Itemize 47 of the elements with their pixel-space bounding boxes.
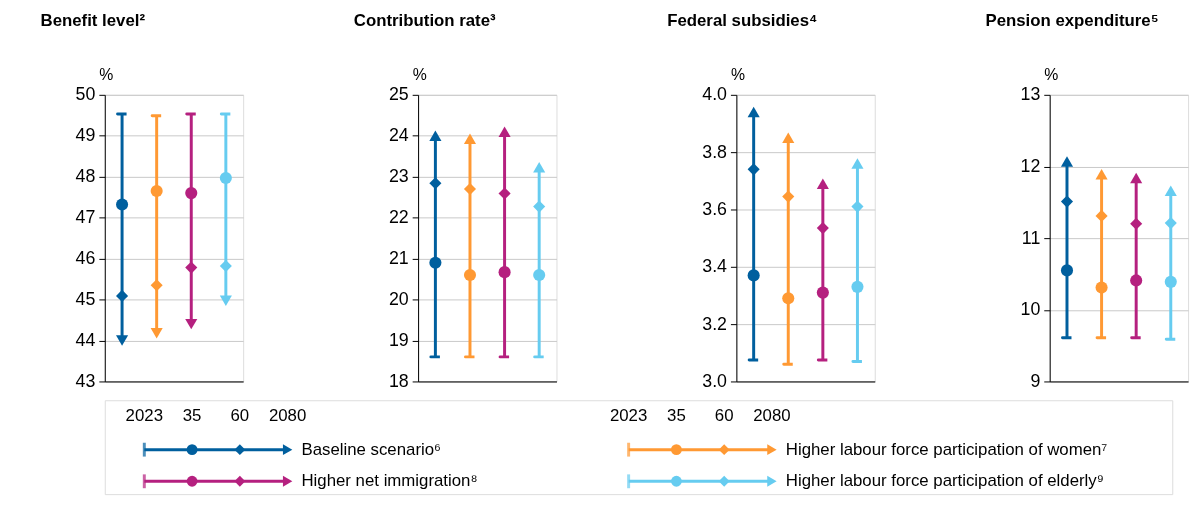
y-tick-label: 13 bbox=[1020, 84, 1041, 105]
chart-title: Federal subsidies⁴ bbox=[667, 10, 818, 30]
y-tick-label: 45 bbox=[75, 289, 96, 309]
text: 2080 bbox=[268, 406, 307, 425]
y-tick-label: 11 bbox=[1021, 227, 1041, 248]
text: Baseline scenario⁶ bbox=[301, 439, 441, 459]
y-tick-label: 9 bbox=[1030, 370, 1041, 391]
y-tick-label: 10 bbox=[1020, 299, 1041, 320]
y-tick-label: 50 bbox=[75, 84, 96, 105]
text: 2023 bbox=[609, 406, 648, 425]
y-tick-label: 18 bbox=[388, 370, 409, 391]
y-tick-label: 3.6 bbox=[702, 198, 728, 219]
chart-title: Pension expenditure⁵ bbox=[985, 10, 1159, 30]
y-tick-label: 44 bbox=[75, 329, 96, 350]
y-tick-label: 4.0 bbox=[702, 84, 728, 105]
chart-title: Benefit level² bbox=[40, 10, 146, 30]
y-tick-label: 46 bbox=[75, 248, 96, 269]
text: Higher net immigration⁸ bbox=[301, 471, 478, 491]
text: Higher labour force participation of elderly⁹ bbox=[785, 471, 1104, 491]
y-tick-label: 22 bbox=[388, 207, 409, 228]
y-tick-label: 24 bbox=[388, 125, 409, 146]
y-axis-title: % bbox=[1044, 66, 1059, 84]
y-tick-label: 25 bbox=[388, 84, 409, 105]
text: 2080 bbox=[753, 406, 791, 425]
y-tick-label: 12 bbox=[1020, 155, 1041, 176]
text: 35 bbox=[182, 406, 202, 425]
y-tick-label: 23 bbox=[388, 166, 409, 187]
y-tick-label: 3.8 bbox=[702, 141, 728, 162]
text: 60 bbox=[230, 406, 250, 425]
y-axis-title: % bbox=[412, 66, 427, 84]
y-tick-label: 3.0 bbox=[702, 370, 728, 391]
y-tick-label: 3.2 bbox=[702, 313, 727, 334]
y-tick-label: 47 bbox=[75, 207, 96, 228]
y-tick-label: 20 bbox=[388, 289, 409, 309]
y-tick-label: 19 bbox=[388, 329, 409, 350]
text: 60 bbox=[714, 406, 734, 425]
y-tick-label: 48 bbox=[75, 166, 96, 187]
y-tick-label: 3.4 bbox=[702, 256, 728, 277]
y-tick-label: 43 bbox=[75, 370, 96, 391]
text: 35 bbox=[667, 406, 686, 425]
y-tick-label: 49 bbox=[75, 125, 96, 146]
y-axis-title: % bbox=[99, 66, 114, 84]
text: 2023 bbox=[125, 406, 163, 425]
y-axis-title: % bbox=[730, 66, 745, 84]
chart-title: Contribution rate³ bbox=[353, 10, 497, 30]
y-tick-label: 21 bbox=[388, 248, 409, 269]
text: Higher labour force participation of women⁷ bbox=[785, 439, 1108, 459]
